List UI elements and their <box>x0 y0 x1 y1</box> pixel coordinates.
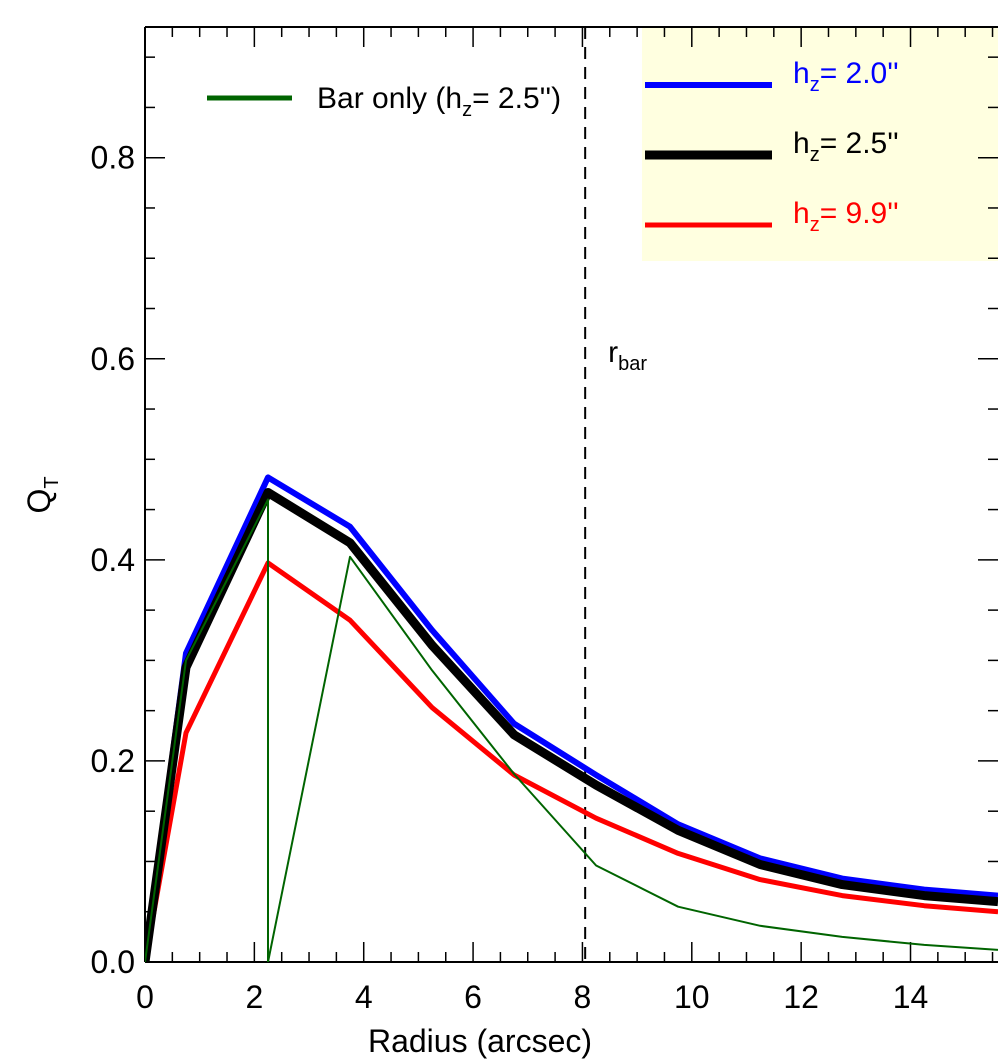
y-tick-label: 0.4 <box>91 542 135 578</box>
legend-label-hz-9-9: hz= 9.9'' <box>793 197 899 236</box>
series-line-hz-2-5 <box>145 488 998 962</box>
x-tick-label: 6 <box>464 979 482 1015</box>
legend-box <box>642 28 998 261</box>
series-lines <box>145 474 998 962</box>
series-line-bar-only <box>145 498 998 962</box>
x-tick-label: 14 <box>893 979 929 1015</box>
y-tick-label: 0.2 <box>91 743 135 779</box>
legend-label-hz-2-0: hz= 2.0'' <box>793 57 899 96</box>
x-tick-label: 10 <box>674 979 710 1015</box>
y-axis-label-sub: T <box>41 476 63 488</box>
svg-text:QT: QT <box>21 476 63 513</box>
y-tick-label: 0.6 <box>91 341 135 377</box>
x-tick-label: 12 <box>783 979 819 1015</box>
x-tick-label: 8 <box>574 979 592 1015</box>
legend-label-bar-only: Bar only (hz= 2.5'') <box>317 82 561 121</box>
axes: 0 2 4 6 8 10 12 14 0.0 0.2 0.4 0.6 0.8 <box>91 26 998 1015</box>
x-tick-label: 2 <box>245 979 263 1015</box>
legend-label-hz-2-5: hz= 2.5'' <box>793 127 899 166</box>
bar-radius-label: rbar <box>608 336 647 375</box>
y-axis-label: QT <box>21 476 63 513</box>
x-axis-label: Radius (arcsec) <box>368 1023 592 1059</box>
legend: hz= 2.0'' hz= 2.5'' hz= 9.9'' Bar only (hz=… <box>207 57 899 236</box>
y-tick-label: 0.8 <box>91 140 135 176</box>
y-axis-label-main: Q <box>21 489 57 514</box>
bar-radius-marker: rbar <box>584 27 647 962</box>
x-tick-label: 0 <box>136 979 154 1015</box>
x-tick-label: 4 <box>355 979 373 1015</box>
y-tick-label: 0.0 <box>91 944 135 980</box>
series-line-hz-2-0 <box>145 474 998 962</box>
series-line-hz-9-9 <box>145 560 998 962</box>
